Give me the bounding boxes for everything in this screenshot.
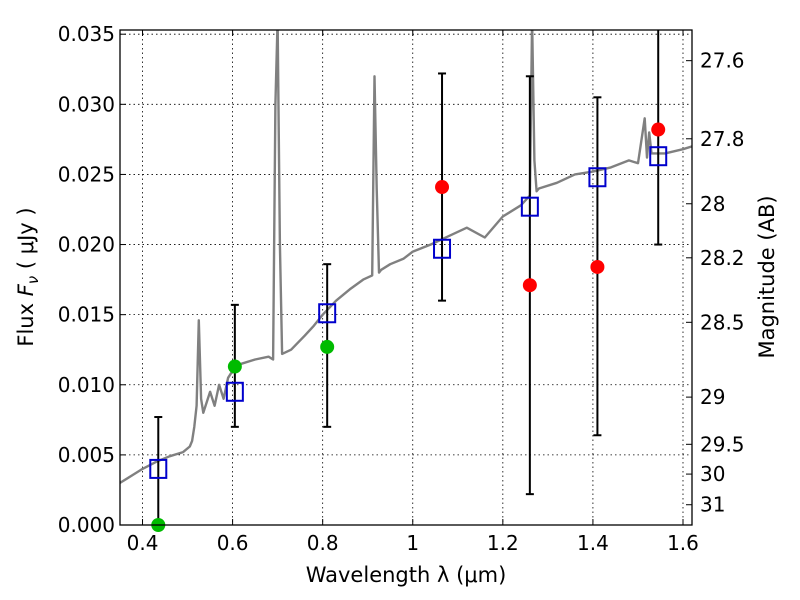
model-square — [225, 381, 244, 402]
y-axis: 0.000 0.005 0.010 0.015 0.020 0.025 0.030 0.035 — [58, 22, 126, 537]
y-tick-label: 0.020 — [58, 233, 115, 257]
y2-axis: 27.6 27.8 28 28.2 28.5 29 29.5 30 31 — [686, 49, 745, 517]
y-tick-label: 0.035 — [58, 22, 115, 46]
y-tick-label: 0.025 — [58, 162, 115, 186]
x-tick-label: 1.2 — [487, 531, 519, 555]
model-square — [149, 458, 168, 479]
y-tick-label: 0.005 — [58, 443, 115, 467]
plot-frame — [119, 29, 693, 526]
x-tick-label: 1 — [406, 531, 419, 555]
y-tick-label: 0.030 — [58, 92, 115, 116]
y-axis-title: Flux Fν ( μJy ) — [14, 207, 42, 346]
model-square — [318, 303, 337, 324]
y2-tick-label: 27.6 — [700, 49, 745, 73]
x-tick-label: 1.6 — [667, 531, 699, 555]
observed-point — [651, 122, 666, 137]
y-tick-label: 0.000 — [58, 513, 115, 537]
y2-tick-label: 27.8 — [700, 127, 745, 151]
y2-tick-label: 31 — [700, 493, 725, 517]
observed-point — [320, 339, 335, 354]
observed-point — [590, 259, 605, 274]
y2-axis-title: Magnitude (AB) — [755, 195, 779, 358]
observed-point — [227, 359, 242, 374]
y2-tick-label: 28 — [700, 192, 725, 216]
x-tick-label: 1.4 — [577, 531, 609, 555]
y2-tick-label: 28.5 — [700, 310, 745, 334]
model-square — [520, 196, 539, 217]
x-axis: 0.4 0.6 0.8 1 1.2 1.4 1.6 — [127, 30, 699, 555]
spectrum-line — [120, 30, 692, 484]
y2-tick-label: 30 — [700, 462, 725, 486]
y-tick-label: 0.015 — [58, 303, 115, 327]
observed-point — [522, 278, 537, 293]
y2-tick-label: 28.2 — [700, 246, 745, 270]
x-tick-label: 0.8 — [307, 531, 339, 555]
model-square — [433, 238, 452, 259]
x-axis-title: Wavelength λ (μm) — [306, 563, 507, 587]
x-tick-label: 0.6 — [217, 531, 249, 555]
y-tick-label: 0.010 — [58, 373, 115, 397]
grid — [120, 30, 692, 526]
model-square — [649, 146, 668, 167]
y2-tick-label: 29.5 — [700, 432, 745, 456]
y2-tick-label: 29 — [700, 385, 725, 409]
observed-point — [435, 180, 450, 195]
spectrum-layer — [120, 30, 692, 484]
x-tick-label: 0.4 — [127, 531, 159, 555]
model-square — [588, 167, 607, 188]
